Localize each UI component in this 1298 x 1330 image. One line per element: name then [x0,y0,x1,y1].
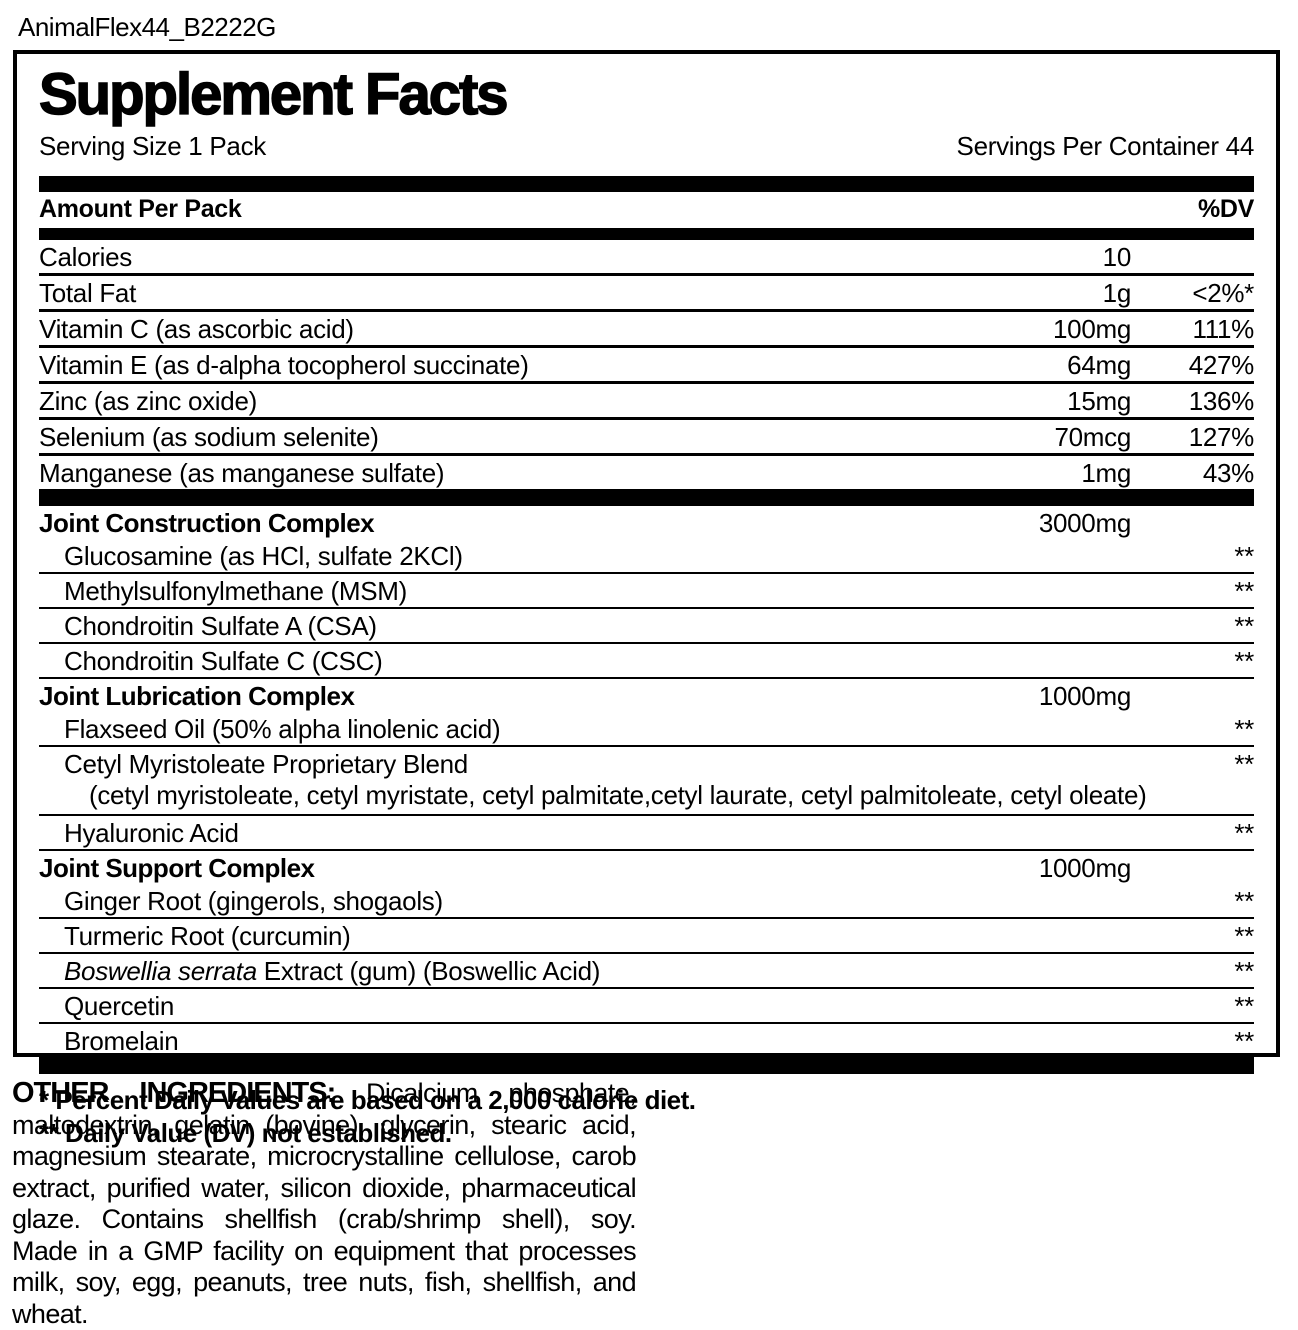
ingredient-row-hyaluronic-acid: Hyaluronic Acid ** [39,816,1254,851]
complex-heading-label: Joint Support Complex [39,852,315,883]
ingredient-label: Quercetin [64,990,175,1021]
ingredient-row-flaxseed-oil: Flaxseed Oil (50% alpha linolenic acid) … [39,712,1254,747]
ingredient-label-italic: Boswellia serrata [64,955,257,986]
nutrient-label: Vitamin E (as d-alpha tocopherol succina… [39,349,529,380]
ingredient-dv: ** [1234,713,1254,744]
nutrient-row-vitamin-c: Vitamin C (as ascorbic acid) 100mg 111% [39,312,1254,348]
ingredient-label: Hyaluronic Acid [64,817,239,848]
nutrient-amount: 70mcg [1054,421,1131,452]
dv-header: %DV [1197,194,1254,223]
ingredient-dv: ** [1234,920,1254,951]
ingredient-dv: ** [1234,610,1254,641]
nutrient-label: Total Fat [39,277,137,308]
footnote-percent-dv: * Percent Daily Values are based on a 2,… [39,1084,696,1115]
ingredient-row-quercetin: Quercetin ** [39,989,1254,1024]
nutrient-amount: 1g [1102,277,1132,308]
divider-bar-bottom [39,1056,1254,1074]
ingredient-row-ginger-root: Ginger Root (gingerols, shogaols) ** [39,884,1254,919]
ingredient-dv: ** [1234,1025,1254,1056]
ingredient-label: Turmeric Root (curcumin) [64,920,351,951]
nutrient-row-calories: Calories 10 [39,240,1254,276]
nutrient-label: Vitamin C (as ascorbic acid) [39,313,354,344]
serving-size: Serving Size 1 Pack [39,130,266,161]
other-ingredients-text: Dicalcium phosphate, maltodextrin, gelat… [12,1078,637,1329]
amount-per-pack-header: Amount Per Pack [39,194,242,223]
serving-info-row: Serving Size 1 Pack Servings Per Contain… [39,131,1254,162]
ingredient-row-bromelain: Bromelain ** [39,1024,1254,1057]
ingredient-label: Boswellia serrata Extract (gum) (Boswell… [39,956,1131,987]
nutrient-label: Zinc (as zinc oxide) [39,385,257,416]
complex-amount: 1000mg [1038,852,1131,883]
complex-heading-label: Joint Construction Complex [39,507,375,538]
footnotes: * Percent Daily Values are based on a 2,… [39,1084,1254,1150]
complex-heading-label: Joint Lubrication Complex [39,680,355,711]
column-header-row: Amount Per Pack %DV [39,192,1254,228]
nutrient-row-vitamin-e: Vitamin E (as d-alpha tocopherol succina… [39,348,1254,384]
nutrient-amount: 64mg [1067,349,1131,380]
servings-per-container: Servings Per Container 44 [956,130,1255,161]
divider-bar-top [39,175,1254,192]
ingredient-sublabel: (cetyl myristoleate, cetyl myristate, ce… [89,779,1147,810]
ingredient-label: Methylsulfonylmethane (MSM) [64,575,408,606]
complex-heading-joint-support: Joint Support Complex 1000mg [39,851,1254,884]
complex-amount: 3000mg [1038,507,1131,538]
nutrient-row-manganese: Manganese (as manganese sulfate) 1mg 43% [39,456,1254,489]
ingredient-label: Chondroitin Sulfate C (CSC) [64,645,383,676]
complex-amount: 1000mg [1038,680,1131,711]
nutrient-amount: 10 [1102,241,1132,272]
nutrient-dv: 43% [1202,457,1254,488]
nutrient-dv: 111% [1192,313,1255,344]
ingredient-label: Glucosamine (as HCl, sulfate 2KCl) [64,540,463,571]
ingredient-dv: ** [1234,540,1254,571]
ingredient-dv: ** [1234,885,1254,916]
nutrient-dv: 127% [1188,421,1255,452]
nutrient-dv: 136% [1188,385,1255,416]
ingredient-label: Chondroitin Sulfate A (CSA) [64,610,377,641]
ingredient-row-turmeric-root: Turmeric Root (curcumin) ** [39,919,1254,954]
ingredient-dv: ** [1234,955,1254,986]
complex-heading-joint-lubrication: Joint Lubrication Complex 1000mg [39,679,1254,712]
nutrient-amount: 100mg [1053,313,1131,344]
ingredient-row-boswellia: Boswellia serrata Extract (gum) (Boswell… [39,954,1254,989]
footnote-dv-not-established: ** Daily Value (DV) not established. [39,1117,452,1148]
panel-title: Supplement Facts [38,62,509,127]
nutrient-row-zinc: Zinc (as zinc oxide) 15mg 136% [39,384,1254,420]
nutrient-row-selenium: Selenium (as sodium selenite) 70mcg 127% [39,420,1254,456]
divider-bar-middle [39,488,1254,506]
ingredient-label-rest: Extract (gum) (Boswellic Acid) [256,955,601,986]
ingredient-row-cetyl-myristoleate-blend: Cetyl Myristoleate Proprietary Blend ** … [39,747,1254,816]
supplement-facts-panel: Supplement Facts Serving Size 1 Pack Ser… [13,50,1280,1148]
nutrient-dv: 427% [1188,349,1255,380]
nutrient-label: Selenium (as sodium selenite) [39,421,379,452]
complex-heading-joint-construction: Joint Construction Complex 3000mg [39,506,1254,539]
ingredient-dv: ** [1234,817,1254,848]
divider-bar-header [39,227,1254,240]
ingredient-dv: ** [1234,990,1254,1021]
ingredient-label: Bromelain [64,1025,179,1056]
nutrient-label: Calories [39,241,132,272]
nutrient-amount: 15mg [1067,385,1131,416]
other-ingredients-heading: OTHER INGREDIENTS: [12,1077,336,1109]
document-title: AnimalFlex44_B2222G [18,12,276,42]
other-ingredients: OTHER INGREDIENTS: Dicalcium phosphate, … [12,1077,637,1330]
nutrient-amount: 1mg [1081,457,1131,488]
ingredient-row-msm: Methylsulfonylmethane (MSM) ** [39,574,1254,609]
nutrient-row-total-fat: Total Fat 1g <2%* [39,276,1254,312]
ingredient-dv: ** [1234,575,1254,606]
ingredient-row-glucosamine: Glucosamine (as HCl, sulfate 2KCl) ** [39,539,1254,574]
ingredient-dv: ** [1234,748,1254,779]
ingredient-row-csa: Chondroitin Sulfate A (CSA) ** [39,609,1254,644]
ingredient-row-csc: Chondroitin Sulfate C (CSC) ** [39,644,1254,679]
ingredient-label: Flaxseed Oil (50% alpha linolenic acid) [64,713,501,744]
nutrient-dv: <2%* [1192,277,1254,308]
nutrient-label: Manganese (as manganese sulfate) [39,457,445,488]
ingredient-dv: ** [1234,645,1254,676]
ingredient-label: Cetyl Myristoleate Proprietary Blend [64,748,468,779]
ingredient-label: Ginger Root (gingerols, shogaols) [64,885,443,916]
